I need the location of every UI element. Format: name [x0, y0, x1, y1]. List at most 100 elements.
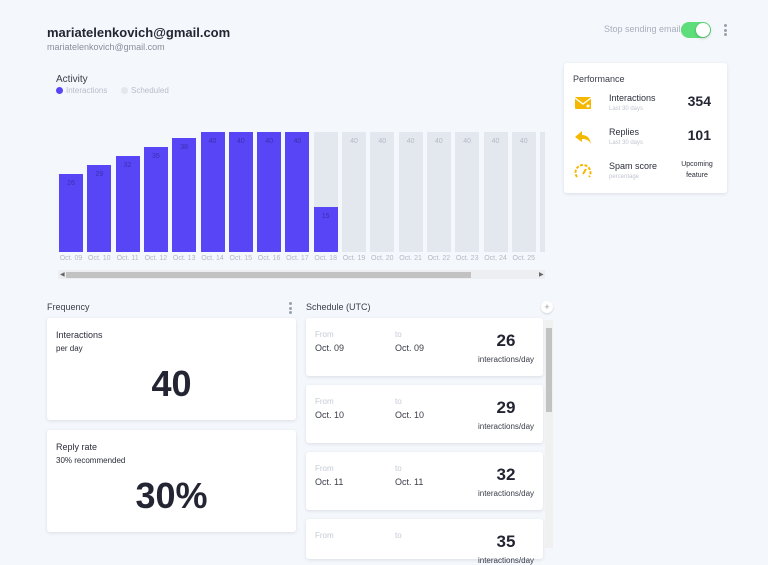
interactions-unit: interactions/day [477, 422, 535, 431]
performance-title: Performance [573, 74, 625, 84]
activity-title: Activity [56, 74, 88, 85]
interactions-bar-label: 40 [236, 138, 245, 145]
x-tick-label: Oct. 09 [59, 255, 83, 262]
scheduled-bar-label: 40 [406, 138, 415, 145]
reply-icon [575, 131, 591, 144]
chart-column: 40 Oct. 23 [455, 128, 480, 268]
schedule-item[interactable]: From Oct. 11 to Oct. 11 32 interactions/… [306, 452, 543, 510]
legend-scheduled: Scheduled [121, 86, 169, 95]
more-options-icon[interactable] [723, 24, 727, 36]
chart-column: 40 Oct. 17 [285, 128, 310, 268]
x-tick-label: Oct. 20 [371, 255, 394, 262]
schedule-vertical-scrollbar[interactable] [545, 320, 553, 548]
schedule-item[interactable]: From Oct. 09 to Oct. 09 26 interactions/… [306, 318, 543, 376]
x-tick-label: Oct. 18 [314, 255, 337, 262]
card-value: 40 [151, 363, 192, 404]
performance-card: Performance Interactions Last 30 days 35… [564, 63, 727, 193]
interactions-bar [172, 138, 197, 252]
envelope-icon [574, 97, 592, 109]
interactions-bar [115, 156, 140, 252]
speedometer-icon [574, 164, 592, 178]
scheduled-bar [426, 132, 451, 252]
interactions-bar-label: 35 [151, 153, 160, 160]
interactions-bar [59, 174, 83, 252]
interactions-bar-label: 40 [265, 138, 273, 145]
metric-sub: percentage [609, 174, 640, 180]
legend-swatch [56, 87, 63, 94]
metric-label: Spam score [609, 161, 658, 171]
note-line: feature [686, 172, 708, 179]
frequency-title: Frequency [47, 302, 90, 312]
x-tick-label: Oct. 13 [172, 255, 196, 262]
chart-column: 40 Oct. 24 [483, 128, 508, 268]
chart-column: 32 Oct. 11 [115, 128, 140, 268]
x-tick-label: Oct. 10 [88, 255, 111, 262]
to-label: to [395, 464, 402, 473]
account-email: mariatelenkovich@gmail.com [47, 25, 231, 40]
frequency-interactions-card[interactable]: Interactions per day 40 [47, 318, 296, 420]
interactions-bar [313, 207, 338, 252]
account-email-subtitle: mariatelenkovich@gmail.com [47, 42, 165, 52]
frequency-options-icon[interactable] [288, 302, 292, 314]
upcoming-feature-note: Upcoming feature [676, 159, 718, 181]
x-tick-label: Oct. 17 [286, 255, 309, 262]
scheduled-bar [398, 132, 423, 252]
performance-replies: Replies Last 30 days 101 [564, 127, 727, 157]
interactions-unit: interactions/day [477, 556, 535, 565]
interactions-value: 32 [496, 465, 516, 484]
performance-spam-score: Spam score percentage Upcoming feature [564, 161, 727, 191]
interactions-bar [257, 132, 282, 252]
schedule-item[interactable]: From Oct. 10 to Oct. 10 29 interactions/… [306, 385, 543, 443]
chart-column: 26 Oct. 09 [59, 128, 83, 268]
card-sub: 30% recommended [56, 456, 126, 465]
interactions-value: 29 [496, 398, 516, 417]
schedule-item[interactable]: From to 35 interactions/day [306, 519, 543, 565]
x-tick-label: Oct. 24 [484, 255, 507, 262]
chart-column: 40 Oct. 25 [511, 128, 536, 268]
chart-column: 40 O [540, 128, 545, 268]
chart-column: 40 Oct. 19 [342, 128, 366, 268]
scrollbar-thumb[interactable] [66, 272, 471, 278]
card-sub: per day [56, 344, 83, 353]
interactions-bar [143, 147, 168, 252]
x-tick-label: Oct. 23 [455, 255, 479, 262]
scheduled-bar [455, 132, 480, 252]
interactions-bar [285, 132, 310, 252]
activity-chart: 26 Oct. 09 29 Oct. 10 32 Oct. 11 35 Oct. 12 38 Oc… [58, 128, 545, 268]
metric-value: 101 [687, 127, 711, 143]
scroll-right-arrow[interactable]: ▶ [539, 272, 544, 278]
to-date: Oct. 11 [395, 477, 424, 487]
frequency-reply-rate-card[interactable]: Reply rate 30% recommended 30% [47, 430, 296, 532]
scrollbar-thumb[interactable] [546, 328, 552, 412]
interactions-bar-label: 40 [293, 138, 302, 145]
scroll-left-arrow[interactable]: ◀ [60, 272, 65, 278]
stop-sending-toggle[interactable] [681, 22, 711, 38]
from-date: Oct. 11 [315, 477, 344, 487]
stop-sending-label: Stop sending emails [604, 24, 686, 34]
scheduled-bar-label: 40 [491, 138, 500, 145]
interactions-bar-label: 38 [180, 144, 189, 151]
legend-swatch [121, 87, 128, 94]
x-tick-label: Oct. 15 [229, 255, 253, 262]
scheduled-bar [511, 132, 536, 252]
scheduled-bar [483, 132, 508, 252]
chart-column: 15 Oct. 18 [313, 128, 338, 268]
interactions-value: 35 [496, 532, 516, 551]
scheduled-bar-label: 40 [540, 138, 545, 145]
interactions-bar-label: 15 [321, 213, 330, 220]
scheduled-bar-label: 40 [378, 138, 387, 145]
from-date: Oct. 09 [315, 343, 345, 353]
x-tick-label: Oct. 12 [144, 255, 168, 262]
interactions-bar-label: 26 [67, 180, 75, 187]
add-schedule-button[interactable]: + [541, 301, 553, 313]
x-tick-label: Oct. 11 [116, 255, 139, 262]
note-line: Upcoming [681, 161, 713, 168]
card-value: 30% [135, 475, 208, 516]
x-tick-label: Oct. 19 [342, 255, 366, 262]
metric-sub: Last 30 days [609, 106, 644, 112]
legend-interactions: Interactions [56, 86, 107, 95]
x-tick-label: Oct. 16 [257, 255, 281, 262]
to-date: Oct. 10 [395, 410, 425, 420]
scheduled-bar [540, 132, 545, 252]
interactions-bar-label: 32 [123, 162, 132, 169]
